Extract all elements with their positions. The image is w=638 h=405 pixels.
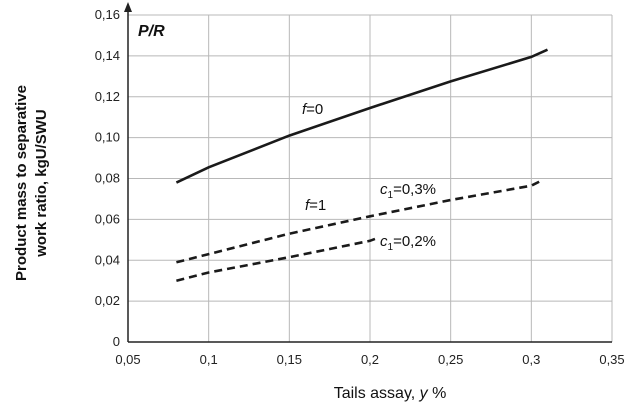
x-tick-label: 0,25 (438, 352, 463, 367)
y-tick-label: 0,14 (95, 48, 120, 63)
y-tick-labels: 0 0,02 0,04 0,06 0,08 0,10 0,12 0,14 0,16 (95, 7, 120, 349)
annotation-f1: f=1 (305, 197, 326, 214)
y-tick-label: 0,10 (95, 130, 120, 145)
series-line-2 (176, 180, 540, 264)
series-line-1 (175, 48, 549, 184)
axes (124, 2, 612, 343)
corner-label: P/R (138, 23, 165, 40)
x-tick-label: 0,1 (200, 352, 218, 367)
x-tick-labels: 0,05 0,1 0,15 0,2 0,25 0,3 0,35 (115, 352, 624, 367)
series-line-3 (176, 236, 379, 282)
y-tick-label: 0,04 (95, 252, 120, 267)
y-axis-title-line1: Product mass to separative (13, 85, 30, 281)
y-tick-label: 0,12 (95, 89, 120, 104)
x-tick-label: 0,15 (277, 352, 302, 367)
y-tick-label: 0,06 (95, 211, 120, 226)
x-axis-title: Tails assay, y % (334, 385, 447, 402)
annotation-c1-02: c1=0,2% (380, 233, 436, 253)
y-axis-title: Product mass to separative work ratio, k… (13, 85, 50, 281)
y-axis-title-line2: work ratio, kgU/SWU (33, 109, 50, 258)
y-tick-label: 0,08 (95, 171, 120, 186)
y-tick-label: 0,02 (95, 293, 120, 308)
x-tick-label: 0,35 (599, 352, 624, 367)
annotation-c1-03: c1=0,3% (380, 181, 436, 201)
x-tick-label: 0,2 (361, 352, 379, 367)
x-tick-label: 0,3 (522, 352, 540, 367)
y-axis-arrow (124, 2, 132, 12)
y-tick-label: 0,16 (95, 7, 120, 22)
series-lines (175, 48, 549, 282)
gridlines (128, 14, 613, 342)
y-tick-label: 0 (113, 334, 120, 349)
annotation-f0: f=0 (302, 101, 323, 118)
x-tick-label: 0,05 (115, 352, 140, 367)
